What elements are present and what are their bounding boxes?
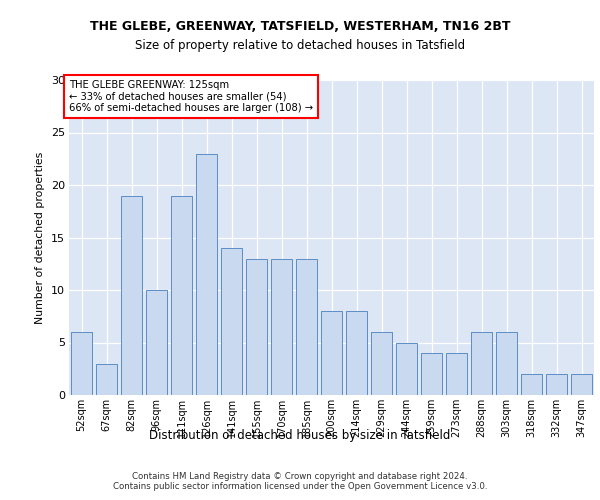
Bar xyxy=(521,374,542,395)
Bar xyxy=(296,258,317,395)
Bar xyxy=(446,353,467,395)
Bar xyxy=(546,374,567,395)
Text: THE GLEBE, GREENWAY, TATSFIELD, WESTERHAM, TN16 2BT: THE GLEBE, GREENWAY, TATSFIELD, WESTERHA… xyxy=(90,20,510,32)
Bar xyxy=(321,311,342,395)
Bar xyxy=(496,332,517,395)
Bar xyxy=(196,154,217,395)
Bar xyxy=(471,332,492,395)
Y-axis label: Number of detached properties: Number of detached properties xyxy=(35,152,45,324)
Bar xyxy=(146,290,167,395)
Bar xyxy=(371,332,392,395)
Text: Distribution of detached houses by size in Tatsfield: Distribution of detached houses by size … xyxy=(149,430,451,442)
Bar xyxy=(271,258,292,395)
Bar xyxy=(171,196,192,395)
Bar xyxy=(221,248,242,395)
Text: Contains public sector information licensed under the Open Government Licence v3: Contains public sector information licen… xyxy=(113,482,487,491)
Bar xyxy=(96,364,117,395)
Bar xyxy=(71,332,92,395)
Bar xyxy=(571,374,592,395)
Bar xyxy=(246,258,267,395)
Text: Contains HM Land Registry data © Crown copyright and database right 2024.: Contains HM Land Registry data © Crown c… xyxy=(132,472,468,481)
Bar xyxy=(396,342,417,395)
Text: Size of property relative to detached houses in Tatsfield: Size of property relative to detached ho… xyxy=(135,40,465,52)
Text: THE GLEBE GREENWAY: 125sqm
← 33% of detached houses are smaller (54)
66% of semi: THE GLEBE GREENWAY: 125sqm ← 33% of deta… xyxy=(69,80,313,113)
Bar xyxy=(121,196,142,395)
Bar xyxy=(346,311,367,395)
Bar xyxy=(421,353,442,395)
